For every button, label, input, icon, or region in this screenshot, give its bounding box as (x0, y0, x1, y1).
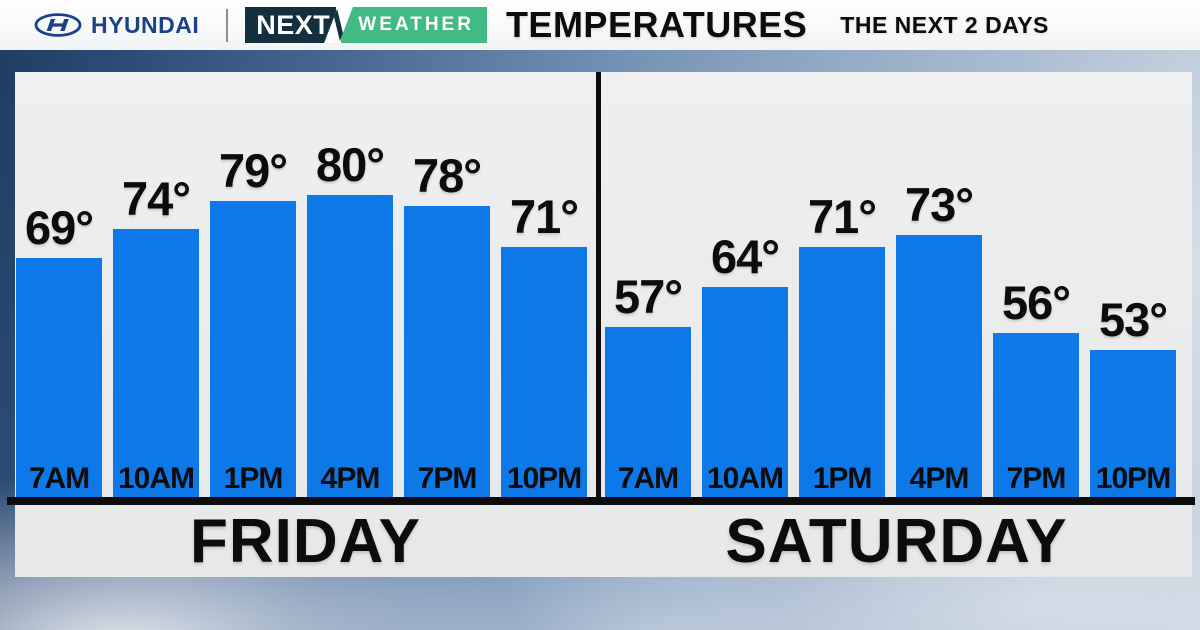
time-label: 7AM (28, 462, 90, 495)
temp-value-label: 74° (121, 172, 191, 225)
temp-bar: 69° 7AM (16, 204, 102, 497)
header-bar: HYUNDAI NEXT WEATHER TEMPERATURES THE NE… (0, 0, 1200, 50)
day-divider-line (596, 72, 601, 505)
temp-bar: 56° 7PM (993, 279, 1079, 497)
x-axis-line (7, 497, 1195, 505)
header-divider (226, 8, 229, 42)
page-subtitle: THE NEXT 2 DAYS (840, 11, 1049, 38)
temp-bar: 73° 4PM (896, 181, 982, 497)
temp-value-label: 69° (24, 201, 94, 254)
temp-value-label: 56° (1001, 276, 1071, 329)
time-label: 10AM (706, 462, 784, 495)
time-label: 10AM (117, 462, 195, 495)
time-label: 10PM (506, 462, 582, 495)
weather-label: WEATHER (358, 14, 474, 35)
temp-value-label: 73° (904, 178, 974, 231)
temp-bar: 71° 1PM (799, 193, 885, 497)
temp-bar: 78° 7PM (404, 152, 490, 497)
temp-value-label: 53° (1098, 293, 1168, 346)
temp-bar: 64° 10AM (702, 233, 788, 497)
temp-value-label: 80° (315, 138, 385, 191)
temp-bar: 71° 10PM (501, 193, 587, 497)
time-label: 10PM (1095, 462, 1171, 495)
page-title: TEMPERATURES (505, 4, 808, 45)
hyundai-logo: HYUNDAI (34, 12, 199, 39)
temp-bar: 80° 4PM (307, 141, 393, 497)
next-weather-badge: NEXT WEATHER (245, 7, 487, 43)
temp-value-label: 71° (509, 190, 579, 243)
time-label: 7PM (417, 462, 478, 495)
time-label: 4PM (320, 462, 381, 495)
time-label: 4PM (909, 462, 970, 495)
hyundai-wordmark: HYUNDAI (91, 11, 200, 38)
time-label: 7AM (617, 462, 679, 495)
time-label: 7PM (1006, 462, 1067, 495)
temp-value-label: 79° (218, 144, 288, 197)
temp-bar: 53° 10PM (1090, 296, 1176, 497)
temp-value-label: 71° (807, 190, 877, 243)
temp-value-label: 64° (710, 230, 780, 283)
temp-value-label: 78° (412, 149, 482, 202)
day-label-friday: FRIDAY (189, 506, 422, 576)
next-label: NEXT (256, 9, 331, 40)
temp-value-label: 57° (613, 270, 683, 323)
time-label: 1PM (223, 462, 284, 495)
day-label-saturday: SATURDAY (725, 506, 1068, 576)
temp-bar: 79° 1PM (210, 147, 296, 497)
hyundai-logo-icon (34, 13, 82, 37)
time-label: 1PM (812, 462, 873, 495)
temp-bar: 74° 10AM (113, 175, 199, 497)
next-weather-next-segment: NEXT (245, 7, 337, 43)
next-weather-weather-segment: WEATHER (341, 7, 487, 43)
temp-bar: 57° 7AM (605, 273, 691, 497)
